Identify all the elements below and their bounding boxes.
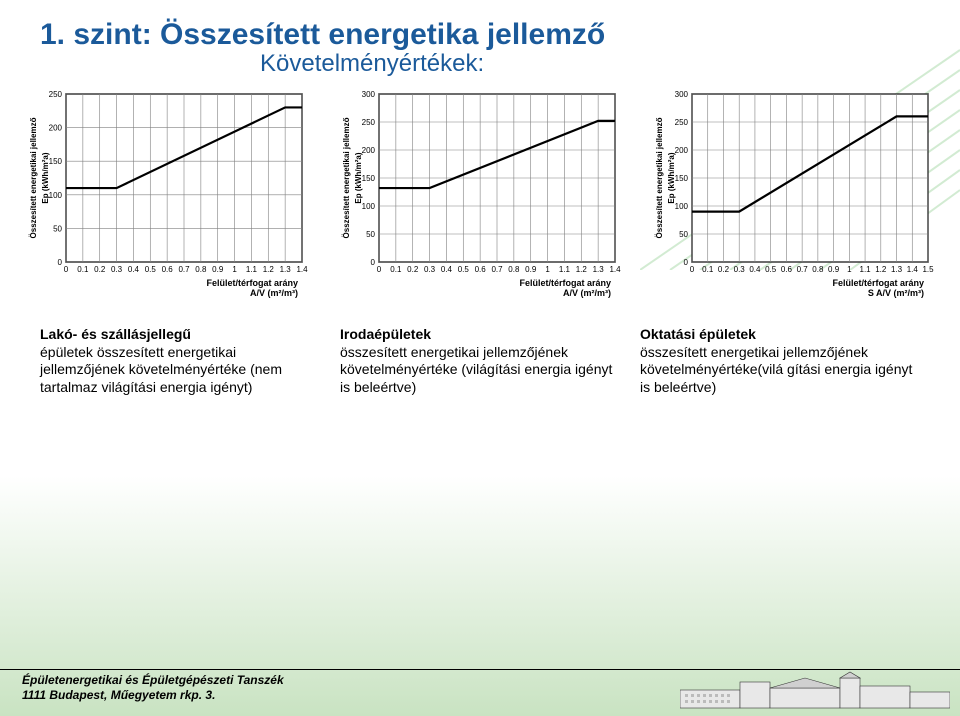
footer-line1: Épületenergetikai és Épületgépészeti Tan… (22, 673, 284, 687)
svg-text:200: 200 (675, 146, 689, 155)
svg-text:0: 0 (371, 258, 376, 267)
svg-text:Összesített energetikai jellem: Összesített energetikai jellemző (342, 117, 351, 238)
svg-text:200: 200 (48, 124, 62, 133)
desc-col-2: Irodaépületek összesített energetikai je… (340, 326, 620, 396)
svg-text:0.4: 0.4 (750, 265, 762, 274)
svg-text:0.8: 0.8 (813, 265, 825, 274)
svg-text:1.3: 1.3 (279, 265, 291, 274)
svg-text:0.1: 0.1 (77, 265, 89, 274)
svg-text:1.4: 1.4 (907, 265, 919, 274)
desc-body: épületek összesített energetikai jellemz… (40, 344, 282, 395)
svg-text:0.8: 0.8 (508, 265, 520, 274)
svg-text:Ep (kWh/m²a): Ep (kWh/m²a) (41, 152, 50, 203)
svg-text:1.1: 1.1 (860, 265, 872, 274)
svg-text:0: 0 (684, 258, 689, 267)
desc-header: Lakó- és szállásjellegű (40, 326, 320, 344)
svg-text:Ep (kWh/m²a): Ep (kWh/m²a) (667, 152, 676, 203)
svg-text:Összesített energetikai jellem: Összesített energetikai jellemző (29, 117, 38, 238)
svg-text:Felület/térfogat arány: Felület/térfogat arány (833, 278, 925, 288)
svg-text:1.4: 1.4 (609, 265, 621, 274)
descriptions-row: Lakó- és szállásjellegű épületek összesí… (0, 304, 960, 396)
svg-text:0.4: 0.4 (441, 265, 453, 274)
footer: Épületenergetikai és Épületgépészeti Tan… (22, 673, 284, 702)
desc-body: összesített energetikai jellemzőjének kö… (640, 344, 912, 395)
charts-row: 05010015020025000.10.20.30.40.50.60.70.8… (0, 78, 960, 304)
svg-text:0.9: 0.9 (212, 265, 224, 274)
svg-text:1.5: 1.5 (923, 265, 935, 274)
svg-text:A/V (m²/m³): A/V (m²/m³) (563, 288, 611, 298)
desc-header: Oktatási épületek (640, 326, 920, 344)
svg-text:1.1: 1.1 (559, 265, 571, 274)
svg-text:300: 300 (362, 90, 376, 99)
svg-text:0.9: 0.9 (828, 265, 840, 274)
svg-text:250: 250 (675, 118, 689, 127)
svg-text:0.4: 0.4 (128, 265, 140, 274)
svg-text:50: 50 (53, 224, 62, 233)
svg-text:0.3: 0.3 (111, 265, 123, 274)
desc-header: Irodaépületek (340, 326, 620, 344)
svg-text:1.3: 1.3 (593, 265, 605, 274)
svg-text:Felület/térfogat arány: Felület/térfogat arány (519, 278, 611, 288)
svg-text:1: 1 (847, 265, 852, 274)
footer-line2: 1111 Budapest, Műegyetem rkp. 3. (22, 688, 284, 702)
svg-text:Ep (kWh/m²a): Ep (kWh/m²a) (354, 152, 363, 203)
svg-text:0.5: 0.5 (765, 265, 777, 274)
svg-text:100: 100 (362, 202, 376, 211)
svg-text:0.9: 0.9 (525, 265, 537, 274)
svg-text:50: 50 (366, 230, 375, 239)
svg-text:1.3: 1.3 (891, 265, 903, 274)
svg-text:1: 1 (232, 265, 237, 274)
svg-text:1.1: 1.1 (246, 265, 258, 274)
svg-text:1.2: 1.2 (876, 265, 888, 274)
svg-text:100: 100 (675, 202, 689, 211)
page-subtitle: Követelményértékek: (40, 50, 960, 78)
svg-text:0.5: 0.5 (144, 265, 156, 274)
svg-text:0: 0 (377, 265, 382, 274)
desc-col-1: Lakó- és szállásjellegű épületek összesí… (40, 326, 320, 396)
desc-body: összesített energetikai jellemzőjének kö… (340, 344, 612, 395)
svg-text:0.3: 0.3 (734, 265, 746, 274)
svg-text:0.3: 0.3 (424, 265, 436, 274)
svg-text:250: 250 (48, 90, 62, 99)
chart-3: 0 50 100 150 200 250 300 0 0.1 0.2 0.3 0.40.5 0.6 0.7… (643, 84, 943, 304)
svg-text:150: 150 (48, 157, 62, 166)
svg-text:0.1: 0.1 (390, 265, 402, 274)
page-title: 1. szint: Összesített energetika jellemz… (40, 18, 960, 52)
svg-text:200: 200 (362, 146, 376, 155)
svg-text:0: 0 (57, 258, 62, 267)
svg-text:1.4: 1.4 (296, 265, 308, 274)
svg-text:S A/V (m²/m³): S A/V (m²/m³) (868, 288, 924, 298)
svg-text:250: 250 (362, 118, 376, 127)
svg-text:Összesített energetikai jellem: Összesített energetikai jellemző (655, 117, 664, 238)
svg-text:150: 150 (362, 174, 376, 183)
title-block: 1. szint: Összesített energetika jellemz… (0, 0, 960, 78)
svg-text:300: 300 (675, 90, 689, 99)
svg-text:50: 50 (679, 230, 688, 239)
svg-text:0.6: 0.6 (161, 265, 173, 274)
svg-text:100: 100 (48, 191, 62, 200)
svg-text:0: 0 (63, 265, 68, 274)
svg-text:0: 0 (690, 265, 695, 274)
svg-text:0.8: 0.8 (195, 265, 207, 274)
svg-text:0.2: 0.2 (718, 265, 730, 274)
svg-text:0.1: 0.1 (702, 265, 714, 274)
svg-text:0.5: 0.5 (458, 265, 470, 274)
svg-text:0.7: 0.7 (491, 265, 503, 274)
svg-text:0.6: 0.6 (781, 265, 793, 274)
svg-text:0.6: 0.6 (475, 265, 487, 274)
svg-text:0.7: 0.7 (178, 265, 190, 274)
building-illustration (680, 670, 950, 710)
svg-text:1.2: 1.2 (576, 265, 588, 274)
chart-2: 0 50 100 150 200 250 300 0 0.1 0.2 0.3 0.4 0.5 0.6 0.7… (330, 84, 630, 304)
svg-text:Felület/térfogat arány: Felület/térfogat arány (206, 278, 298, 288)
svg-text:A/V (m²/m³): A/V (m²/m³) (250, 288, 298, 298)
desc-col-3: Oktatási épületek összesített energetika… (640, 326, 920, 396)
svg-text:1: 1 (545, 265, 550, 274)
svg-text:150: 150 (675, 174, 689, 183)
svg-text:0.2: 0.2 (94, 265, 106, 274)
svg-text:1.2: 1.2 (262, 265, 274, 274)
chart-1: 0 50 100 150 200 250 0 0.1 0.2 0.3 0.4 0.5 0.6 0.7 0.8… (17, 84, 317, 304)
svg-text:0.7: 0.7 (797, 265, 809, 274)
svg-text:0.2: 0.2 (407, 265, 419, 274)
